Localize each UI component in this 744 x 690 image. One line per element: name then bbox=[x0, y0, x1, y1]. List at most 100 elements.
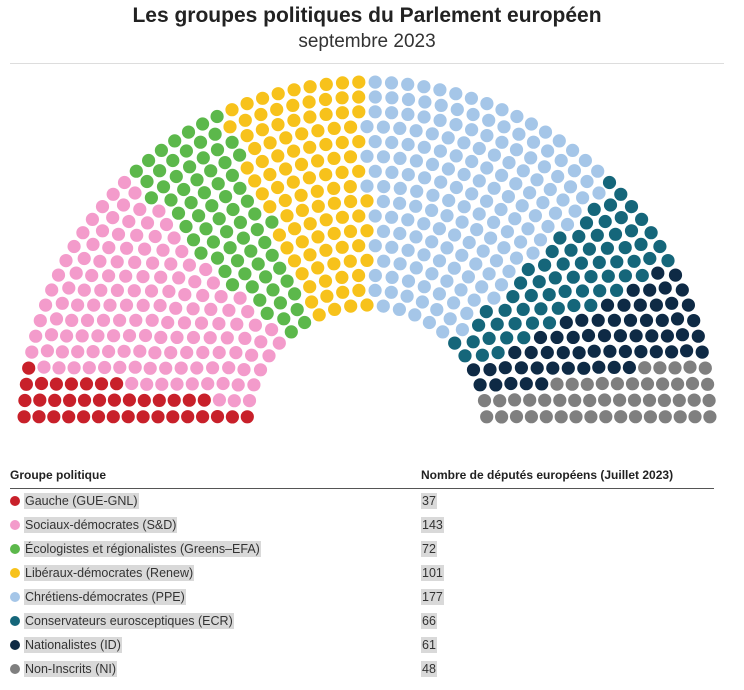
seat-dot bbox=[107, 329, 121, 343]
seat-dot bbox=[335, 91, 349, 105]
seat-dot bbox=[417, 110, 431, 124]
seat-dot bbox=[204, 302, 218, 316]
seat-dot bbox=[201, 377, 215, 391]
seat-dot bbox=[546, 361, 560, 375]
seat-dot bbox=[649, 298, 664, 312]
seat-dot bbox=[203, 331, 217, 345]
seat-dot bbox=[462, 235, 476, 250]
seat-count: 61 bbox=[421, 637, 437, 653]
seat-dot bbox=[576, 191, 590, 205]
seat-dot bbox=[393, 257, 407, 271]
seat-dot bbox=[440, 274, 454, 288]
seat-dot bbox=[584, 270, 598, 284]
seat-dot bbox=[393, 181, 407, 195]
seat-dot bbox=[343, 224, 358, 238]
seat-dot bbox=[472, 141, 486, 156]
seat-dot bbox=[425, 203, 439, 217]
seat-dot bbox=[154, 330, 168, 344]
seat-dot bbox=[305, 295, 319, 309]
seat-dot bbox=[497, 120, 511, 134]
seat-dot bbox=[575, 313, 589, 327]
seat-dot bbox=[265, 215, 279, 229]
seat-dot bbox=[539, 410, 553, 424]
seat-dot bbox=[624, 224, 639, 238]
seat-dot bbox=[417, 217, 431, 231]
seat-dot bbox=[33, 314, 47, 328]
seat-dot bbox=[136, 410, 150, 424]
seat-dot bbox=[79, 377, 94, 391]
legend-table: Groupe politique Nombre de députés europ… bbox=[10, 462, 714, 681]
seat-dot bbox=[87, 298, 101, 312]
seat-dot bbox=[336, 285, 350, 299]
seat-dot bbox=[498, 361, 512, 375]
seat-dot bbox=[457, 136, 471, 150]
seat-dot bbox=[533, 330, 548, 345]
seat-dot bbox=[270, 102, 284, 117]
seat-dot bbox=[167, 231, 181, 245]
seat-dot bbox=[582, 242, 597, 256]
seat-dot bbox=[633, 298, 647, 312]
seat-dot bbox=[601, 269, 615, 283]
seat-dot bbox=[603, 344, 617, 358]
seat-dot bbox=[237, 363, 251, 377]
seat-dot bbox=[260, 306, 274, 320]
seat-dot bbox=[75, 329, 89, 343]
seat-dot bbox=[534, 302, 548, 316]
seat-dot bbox=[495, 135, 509, 149]
seat-dot bbox=[449, 149, 463, 163]
seat-dot bbox=[225, 278, 240, 292]
seat-dot bbox=[352, 105, 366, 119]
seat-dot bbox=[384, 285, 398, 299]
seat-dot bbox=[377, 254, 391, 268]
seat-dot bbox=[138, 328, 153, 343]
seat-dot bbox=[178, 288, 192, 302]
seat-dot bbox=[311, 154, 325, 168]
seat-dot bbox=[454, 283, 468, 297]
seat-dot bbox=[401, 213, 415, 227]
seat-dot bbox=[489, 254, 504, 268]
seat-dot bbox=[251, 257, 265, 271]
seat-dot bbox=[538, 393, 552, 407]
seat-dot bbox=[401, 92, 416, 107]
seat-dot bbox=[480, 194, 494, 208]
seat-dot bbox=[193, 135, 208, 149]
seat-dot bbox=[287, 144, 301, 158]
seat-dot bbox=[384, 76, 399, 90]
seat-dot bbox=[550, 330, 564, 344]
seat-dot bbox=[67, 361, 81, 375]
seat-dot bbox=[649, 345, 663, 359]
seat-dot bbox=[401, 107, 415, 121]
seat-dot bbox=[540, 345, 554, 360]
seat-dot bbox=[597, 329, 612, 343]
seat-dot bbox=[475, 280, 489, 294]
seat-dot bbox=[559, 315, 573, 330]
seat-dot bbox=[368, 283, 382, 297]
seat-dot bbox=[587, 202, 601, 216]
seat-dot bbox=[497, 241, 511, 255]
seat-dot bbox=[455, 248, 469, 262]
seat-dot bbox=[220, 225, 234, 239]
seat-dot bbox=[164, 257, 178, 271]
seat-dot bbox=[558, 284, 572, 298]
seat-dot bbox=[144, 284, 159, 298]
seat-dot bbox=[266, 283, 280, 297]
seat-dot bbox=[206, 235, 220, 249]
seat-dot bbox=[140, 377, 154, 391]
seat-dot bbox=[152, 204, 166, 218]
seat-dot bbox=[653, 239, 667, 254]
seat-dot bbox=[422, 315, 436, 330]
seat-dot bbox=[37, 360, 51, 374]
seat-dot bbox=[318, 274, 333, 288]
seat-dot bbox=[417, 280, 431, 294]
seat-dot bbox=[524, 410, 539, 424]
seat-dot bbox=[638, 361, 652, 375]
seat-dot bbox=[273, 296, 287, 310]
seat-dot bbox=[376, 150, 391, 164]
seat-dot bbox=[223, 241, 237, 255]
seat-dot bbox=[568, 393, 582, 407]
seat-dot bbox=[227, 394, 241, 408]
seat-dot bbox=[385, 91, 399, 105]
seat-dot bbox=[687, 314, 701, 328]
seat-dot bbox=[77, 251, 91, 266]
seat-dot bbox=[295, 203, 309, 217]
